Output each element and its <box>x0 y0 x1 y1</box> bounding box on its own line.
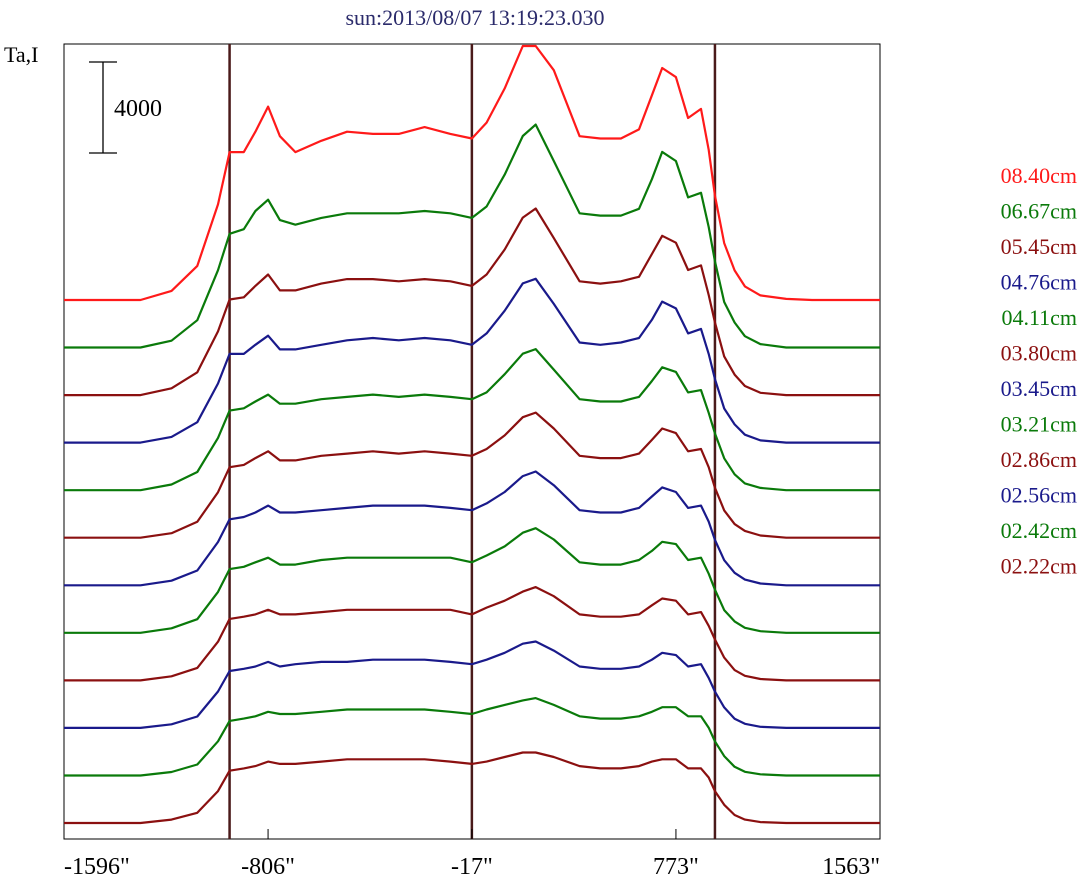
y-axis-title: Ta,I <box>4 42 39 67</box>
x-tick-label-1: -806" <box>241 854 295 880</box>
legend-item-03.80cm: 03.80cm <box>1001 341 1077 366</box>
legend-item-02.22cm: 02.22cm <box>1001 554 1077 579</box>
x-tick-label-4: 1563" <box>822 854 880 880</box>
x-axis-ticks: -1596" -806" -17" 773" 1563" <box>63 829 881 880</box>
series-line-08.40cm <box>64 44 880 302</box>
x-tick-label-3: 773" <box>653 854 699 880</box>
legend-item-06.67cm: 06.67cm <box>1001 199 1077 224</box>
legend-item-03.21cm: 03.21cm <box>1001 412 1077 437</box>
series-line-03.45cm <box>64 470 880 587</box>
series-line-05.45cm <box>64 207 880 397</box>
legend-item-02.42cm: 02.42cm <box>1001 518 1077 543</box>
x-tick-label-0: -1596" <box>64 854 130 880</box>
legend-item-05.45cm: 05.45cm <box>1001 234 1077 259</box>
x-tick-label-2: -17" <box>451 854 493 880</box>
legend-item-02.86cm: 02.86cm <box>1001 447 1077 472</box>
legend: 08.40cm 06.67cm 05.45cm 04.76cm 04.11cm 03.80… <box>1001 163 1077 579</box>
series-line-02.22cm <box>64 751 880 825</box>
series-line-03.80cm <box>64 411 880 539</box>
legend-item-02.56cm: 02.56cm <box>1001 483 1077 508</box>
legend-item-03.45cm: 03.45cm <box>1001 376 1077 401</box>
scale-bar-label: 4000 <box>114 96 162 122</box>
chart-title: sun:2013/08/07 13:19:23.030 <box>345 5 604 30</box>
legend-item-04.11cm: 04.11cm <box>1001 305 1077 330</box>
series-line-06.67cm <box>64 123 880 349</box>
series-line-02.86cm <box>64 585 880 682</box>
vertical-lines <box>228 44 717 839</box>
scale-bar: 4000 <box>89 61 162 154</box>
series-line-03.21cm <box>64 527 880 634</box>
legend-item-04.76cm: 04.76cm <box>1001 270 1077 295</box>
series-line-04.76cm <box>64 277 880 444</box>
series-line-02.56cm <box>64 640 880 730</box>
series-group <box>64 44 880 825</box>
legend-item-08.40cm: 08.40cm <box>1001 163 1077 188</box>
series-line-02.42cm <box>64 696 880 777</box>
series-line-04.11cm <box>64 348 880 492</box>
